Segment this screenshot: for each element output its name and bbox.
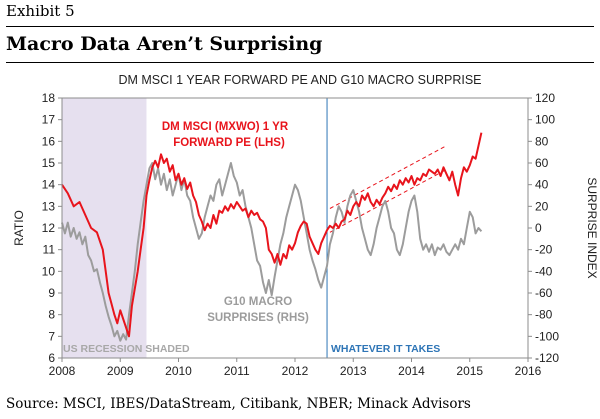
y2-tick-label: 20	[535, 199, 549, 213]
y2-tick-label: -100	[535, 329, 559, 343]
y2-tick-label: -120	[535, 351, 559, 365]
y-tick-label: 17	[42, 113, 56, 127]
x-tick-label: 2008	[49, 364, 76, 378]
divider-headline	[6, 62, 594, 63]
x-tick-label: 2010	[165, 364, 192, 378]
y-tick-label: 9	[48, 286, 55, 300]
y-tick-label: 14	[42, 178, 56, 192]
y2-tick-label: 0	[535, 221, 542, 235]
recession-label: US RECESSION SHADED	[63, 343, 190, 355]
x-tick-label: 2015	[456, 364, 483, 378]
source-note: Source: MSCI, IBES/DataStream, Citibank,…	[6, 396, 471, 412]
y2-axis-label: SURPRISE INDEX	[585, 177, 599, 278]
x-tick-label: 2011	[224, 364, 250, 378]
series-g10-macro-surprise-line	[61, 162, 483, 342]
x-tick-label: 2013	[340, 364, 367, 378]
chart-title: DM MSCI 1 YEAR FORWARD PE AND G10 MACRO …	[118, 73, 481, 87]
exhibit-label: Exhibit 5	[6, 2, 75, 20]
y2-tick-label: 80	[535, 134, 549, 148]
trend-channel-upper	[329, 145, 447, 209]
recession-band-layer	[62, 98, 328, 358]
y2-tick-label: 120	[535, 91, 555, 105]
y-tick-label: 8	[48, 308, 55, 322]
x-tick-label: 2012	[282, 364, 309, 378]
y-tick-label: 6	[48, 351, 55, 365]
divider-top	[6, 26, 594, 27]
y-axis-label: RATIO	[12, 210, 26, 246]
y-tick-label: 18	[42, 91, 56, 105]
x-tick-label: 2014	[398, 364, 425, 378]
y2-tick-label: -60	[535, 286, 553, 300]
surprise-annotation-line1: G10 MACRO	[224, 296, 292, 308]
x-tick-label: 2009	[107, 364, 134, 378]
y2-tick-label: -20	[535, 243, 553, 257]
y-tick-label: 15	[42, 156, 56, 170]
series-layer	[61, 132, 483, 342]
y2-tick-label: 40	[535, 178, 549, 192]
y2-tick-label: 100	[535, 113, 555, 127]
chart-headline: Macro Data Aren’t Surprising	[6, 33, 323, 55]
series-forward-pe-line	[61, 132, 483, 338]
y2-tick-label: -80	[535, 308, 553, 322]
axes-layer: 2008 2009 2010 2011 2012 2013 2014 2015 20166789…	[42, 91, 560, 378]
y2-tick-label: -40	[535, 264, 553, 278]
surprise-annotation-line2: SURPRISES (RHS)	[207, 312, 309, 324]
y-tick-label: 12	[42, 221, 56, 235]
marker-label: WHATEVER IT TAKES	[331, 343, 440, 355]
pe-annotation-line1: DM MSCI (MXWO) 1 YR	[162, 121, 289, 133]
y2-tick-label: 60	[535, 156, 549, 170]
recession-band	[62, 98, 147, 358]
pe-annotation-line2: FORWARD PE (LHS)	[173, 137, 285, 149]
x-tick-label: 2016	[515, 364, 542, 378]
y-tick-label: 16	[42, 134, 56, 148]
y-tick-label: 11	[43, 243, 56, 257]
trend-channel-lower	[329, 169, 447, 233]
y-tick-label: 7	[48, 329, 55, 343]
y-tick-label: 10	[42, 264, 56, 278]
y-tick-label: 13	[42, 199, 56, 213]
